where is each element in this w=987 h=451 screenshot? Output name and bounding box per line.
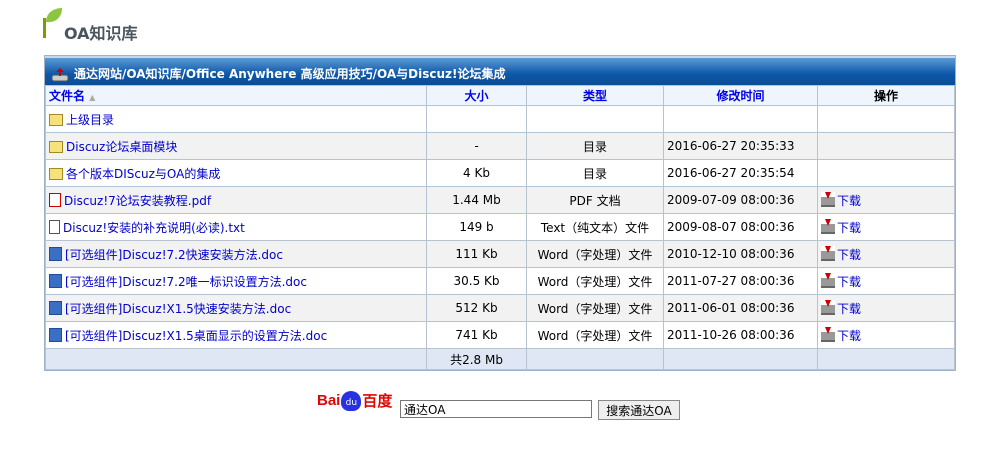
baidu-logo[interactable]: Bai du 百度: [317, 390, 393, 411]
file-type: Text（纯文本）文件: [526, 213, 664, 241]
parent-row: 上级目录: [45, 105, 955, 133]
doc-icon: [49, 246, 62, 261]
download-link[interactable]: 下载: [821, 245, 862, 262]
col-type[interactable]: 类型: [526, 85, 664, 106]
download-link[interactable]: 下载: [821, 326, 862, 343]
total-size: 共2.8 Mb: [426, 348, 527, 370]
search-button[interactable]: 搜索通达OA: [598, 400, 680, 420]
table-row: 各个版本DIScuz与OA的集成 4 Kb 目录 2016-06-27 20:3…: [45, 159, 955, 187]
table-row: Discuz!7论坛安装教程.pdf 1.44 Mb PDF 文档 2009-0…: [45, 186, 955, 214]
search-input[interactable]: [400, 400, 592, 418]
download-icon: [821, 218, 835, 234]
download-label[interactable]: 下载: [837, 247, 862, 262]
download-icon: [821, 326, 835, 342]
file-modified: 2016-06-27 20:35:33: [663, 132, 818, 160]
file-size: 1.44 Mb: [426, 186, 527, 214]
doc-icon: [49, 273, 62, 288]
doc-icon: [49, 300, 62, 315]
file-table: 文件名 ▲ 大小 类型 修改时间 操作 上级目录 Discuz论坛桌面模块 - …: [45, 85, 955, 370]
download-link[interactable]: 下载: [821, 191, 862, 208]
download-icon: [821, 191, 835, 207]
header-row: 文件名 ▲ 大小 类型 修改时间 操作: [45, 85, 955, 106]
col-filename[interactable]: 文件名 ▲: [45, 85, 427, 106]
file-modified: 2009-07-09 08:00:36: [663, 186, 818, 214]
download-link[interactable]: 下载: [821, 218, 862, 235]
file-size: 149 b: [426, 213, 527, 241]
download-icon: [821, 245, 835, 261]
upload-drive-icon: [51, 68, 69, 82]
file-link[interactable]: Discuz论坛桌面模块: [66, 139, 178, 154]
file-modified: 2011-10-26 08:00:36: [663, 321, 818, 349]
file-link[interactable]: Discuz!7论坛安装教程.pdf: [64, 193, 212, 208]
file-type: Word（字处理）文件: [526, 321, 664, 349]
file-size: 512 Kb: [426, 294, 527, 322]
table-row: [可选组件]Discuz!X1.5快速安装方法.doc 512 Kb Word（…: [45, 294, 955, 322]
sort-asc-icon: ▲: [89, 93, 96, 102]
file-link[interactable]: 各个版本DIScuz与OA的集成: [66, 166, 221, 181]
file-size: 741 Kb: [426, 321, 527, 349]
file-size: 4 Kb: [426, 159, 527, 187]
doc-icon: [49, 327, 62, 342]
sort-filename[interactable]: 文件名: [49, 89, 86, 103]
file-modified: 2009-08-07 08:00:36: [663, 213, 818, 241]
download-link[interactable]: 下载: [821, 272, 862, 289]
download-link[interactable]: 下载: [821, 299, 862, 316]
file-size: 30.5 Kb: [426, 267, 527, 295]
folder-icon: [49, 140, 63, 153]
file-modified: 2010-12-10 08:00:36: [663, 240, 818, 268]
download-label[interactable]: 下载: [837, 193, 862, 208]
file-type: Word（字处理）文件: [526, 294, 664, 322]
file-type: Word（字处理）文件: [526, 240, 664, 268]
txt-icon: [49, 219, 60, 234]
download-icon: [821, 299, 835, 315]
download-label[interactable]: 下载: [837, 328, 862, 343]
table-row: [可选组件]Discuz!X1.5桌面显示的设置方法.doc 741 Kb Wo…: [45, 321, 955, 349]
file-list-panel: 通达网站/OA知识库/Office Anywhere 高级应用技巧/OA与Dis…: [44, 55, 956, 371]
total-row: 共2.8 Mb: [45, 348, 955, 370]
file-link[interactable]: [可选组件]Discuz!X1.5桌面显示的设置方法.doc: [65, 328, 328, 343]
page-title: OA知识库: [64, 24, 138, 43]
baidu-paw-icon: du: [341, 390, 362, 411]
parent-dir-link[interactable]: 上级目录: [66, 112, 115, 127]
file-size: -: [426, 132, 527, 160]
file-type: 目录: [526, 132, 664, 160]
table-row: Discuz!安装的补充说明(必读).txt 149 b Text（纯文本）文件…: [45, 213, 955, 241]
col-size[interactable]: 大小: [426, 85, 527, 106]
breadcrumb: 通达网站/OA知识库/Office Anywhere 高级应用技巧/OA与Dis…: [74, 67, 506, 81]
file-link[interactable]: [可选组件]Discuz!X1.5快速安装方法.doc: [65, 301, 292, 316]
download-label[interactable]: 下载: [837, 274, 862, 289]
pdf-icon: [49, 192, 61, 207]
file-type: 目录: [526, 159, 664, 187]
file-link[interactable]: Discuz!安装的补充说明(必读).txt: [63, 220, 245, 235]
col-modified[interactable]: 修改时间: [663, 85, 818, 106]
file-size: 111 Kb: [426, 240, 527, 268]
file-link[interactable]: [可选组件]Discuz!7.2唯一标识设置方法.doc: [65, 274, 307, 289]
file-modified: 2011-07-27 08:00:36: [663, 267, 818, 295]
download-label[interactable]: 下载: [837, 220, 862, 235]
download-icon: [821, 272, 835, 288]
file-type: Word（字处理）文件: [526, 267, 664, 295]
file-modified: 2011-06-01 08:00:36: [663, 294, 818, 322]
breadcrumb-bar: 通达网站/OA知识库/Office Anywhere 高级应用技巧/OA与Dis…: [45, 56, 955, 85]
table-row: [可选组件]Discuz!7.2唯一标识设置方法.doc 30.5 Kb Wor…: [45, 267, 955, 295]
file-link[interactable]: [可选组件]Discuz!7.2快速安装方法.doc: [65, 247, 283, 262]
file-modified: 2016-06-27 20:35:54: [663, 159, 818, 187]
folder-up-icon: [49, 113, 63, 126]
leaf-logo-icon: [43, 8, 62, 38]
table-row: [可选组件]Discuz!7.2快速安装方法.doc 111 Kb Word（字…: [45, 240, 955, 268]
folder-icon: [49, 167, 63, 180]
table-row: Discuz论坛桌面模块 - 目录 2016-06-27 20:35:33: [45, 132, 955, 160]
download-label[interactable]: 下载: [837, 301, 862, 316]
file-type: PDF 文档: [526, 186, 664, 214]
col-action: 操作: [817, 85, 955, 106]
